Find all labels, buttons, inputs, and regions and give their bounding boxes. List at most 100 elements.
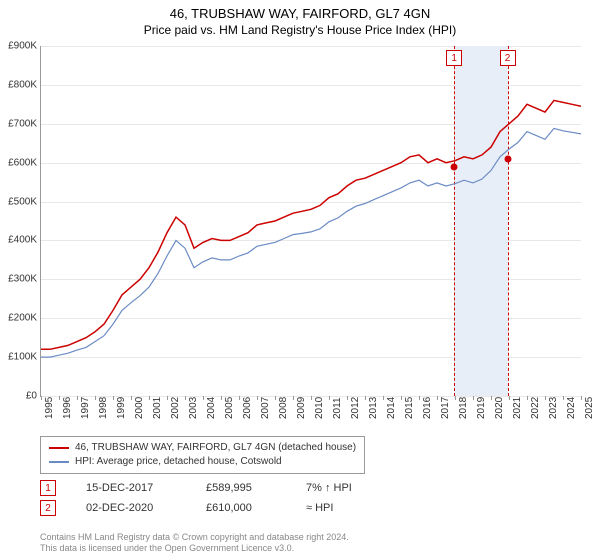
x-axis-label: 2020: [494, 397, 505, 419]
x-axis-label: 2001: [152, 397, 163, 419]
x-tick: [311, 396, 312, 400]
sale-marker-box: 2: [500, 50, 516, 66]
legend-label: HPI: Average price, detached house, Cots…: [75, 455, 282, 469]
sale-marker-box: 1: [40, 480, 56, 496]
x-axis-label: 2006: [242, 397, 253, 419]
x-axis-label: 2013: [368, 397, 379, 419]
y-axis-label: £300K: [1, 274, 37, 285]
x-tick: [257, 396, 258, 400]
footer-attribution: Contains HM Land Registry data © Crown c…: [40, 532, 349, 554]
series-line: [41, 100, 581, 349]
x-tick: [329, 396, 330, 400]
y-axis-label: £800K: [1, 79, 37, 90]
series-line: [41, 128, 581, 357]
x-tick: [365, 396, 366, 400]
sale-date: 02-DEC-2020: [86, 502, 176, 514]
x-tick: [59, 396, 60, 400]
x-axis-label: 2004: [206, 397, 217, 419]
x-axis-label: 2010: [314, 397, 325, 419]
x-tick: [491, 396, 492, 400]
x-axis-label: 2008: [278, 397, 289, 419]
sale-price: £610,000: [206, 502, 276, 514]
x-axis-label: 2012: [350, 397, 361, 419]
y-axis-label: £500K: [1, 196, 37, 207]
x-tick: [527, 396, 528, 400]
chart-subtitle: Price paid vs. HM Land Registry's House …: [0, 23, 600, 41]
sales-table: 1 15-DEC-2017 £589,995 7% ↑ HPI 2 02-DEC…: [40, 478, 386, 518]
x-tick: [473, 396, 474, 400]
sale-price: £589,995: [206, 482, 276, 494]
chart-container: 46, TRUBSHAW WAY, FAIRFORD, GL7 4GN Pric…: [0, 0, 600, 560]
x-tick: [203, 396, 204, 400]
sale-delta: 7% ↑ HPI: [306, 482, 386, 494]
y-axis-label: £0: [1, 391, 37, 402]
footer-line: Contains HM Land Registry data © Crown c…: [40, 532, 349, 543]
x-tick: [149, 396, 150, 400]
sale-marker-box: 2: [40, 500, 56, 516]
x-tick: [221, 396, 222, 400]
y-axis-label: £700K: [1, 118, 37, 129]
x-axis-label: 2007: [260, 397, 271, 419]
y-axis-label: £900K: [1, 41, 37, 52]
x-tick: [185, 396, 186, 400]
x-tick: [383, 396, 384, 400]
legend-swatch: [49, 447, 69, 449]
x-tick: [545, 396, 546, 400]
x-tick: [563, 396, 564, 400]
legend: 46, TRUBSHAW WAY, FAIRFORD, GL7 4GN (det…: [40, 436, 365, 474]
x-axis-label: 2009: [296, 397, 307, 419]
y-axis-label: £400K: [1, 235, 37, 246]
x-tick: [167, 396, 168, 400]
x-tick: [455, 396, 456, 400]
x-axis-label: 1996: [62, 397, 73, 419]
x-axis-label: 1998: [98, 397, 109, 419]
x-axis-label: 2021: [512, 397, 523, 419]
x-axis-label: 1995: [44, 397, 55, 419]
sale-dot: [504, 155, 511, 162]
x-axis-label: 2002: [170, 397, 181, 419]
legend-item: 46, TRUBSHAW WAY, FAIRFORD, GL7 4GN (det…: [49, 441, 356, 455]
x-tick: [437, 396, 438, 400]
x-tick: [113, 396, 114, 400]
x-axis-label: 2019: [476, 397, 487, 419]
x-tick: [239, 396, 240, 400]
x-axis-label: 1999: [116, 397, 127, 419]
x-axis-label: 2014: [386, 397, 397, 419]
footer-line: This data is licensed under the Open Gov…: [40, 543, 349, 554]
x-axis-label: 2011: [332, 397, 343, 419]
x-tick: [77, 396, 78, 400]
legend-item: HPI: Average price, detached house, Cots…: [49, 455, 356, 469]
x-axis-label: 1997: [80, 397, 91, 419]
x-axis-label: 2000: [134, 397, 145, 419]
y-axis-label: £100K: [1, 352, 37, 363]
y-axis-label: £600K: [1, 157, 37, 168]
sale-delta: ≈ HPI: [306, 502, 386, 514]
x-axis-label: 2016: [422, 397, 433, 419]
x-tick: [41, 396, 42, 400]
x-axis-label: 2015: [404, 397, 415, 419]
x-axis-label: 2023: [548, 397, 559, 419]
x-tick: [419, 396, 420, 400]
x-tick: [275, 396, 276, 400]
plot-area: £0£100K£200K£300K£400K£500K£600K£700K£80…: [40, 46, 581, 397]
x-tick: [401, 396, 402, 400]
x-axis-label: 2018: [458, 397, 469, 419]
x-tick: [581, 396, 582, 400]
legend-label: 46, TRUBSHAW WAY, FAIRFORD, GL7 4GN (det…: [75, 441, 356, 455]
chart-title: 46, TRUBSHAW WAY, FAIRFORD, GL7 4GN: [0, 0, 600, 23]
line-series: [41, 46, 581, 396]
table-row: 1 15-DEC-2017 £589,995 7% ↑ HPI: [40, 478, 386, 498]
table-row: 2 02-DEC-2020 £610,000 ≈ HPI: [40, 498, 386, 518]
x-axis-label: 2024: [566, 397, 577, 419]
x-tick: [293, 396, 294, 400]
x-tick: [95, 396, 96, 400]
sale-marker-box: 1: [446, 50, 462, 66]
sale-dot: [451, 163, 458, 170]
sale-date: 15-DEC-2017: [86, 482, 176, 494]
x-axis-label: 2005: [224, 397, 235, 419]
x-axis-label: 2025: [584, 397, 595, 419]
x-tick: [131, 396, 132, 400]
x-tick: [347, 396, 348, 400]
x-axis-label: 2003: [188, 397, 199, 419]
x-tick: [509, 396, 510, 400]
